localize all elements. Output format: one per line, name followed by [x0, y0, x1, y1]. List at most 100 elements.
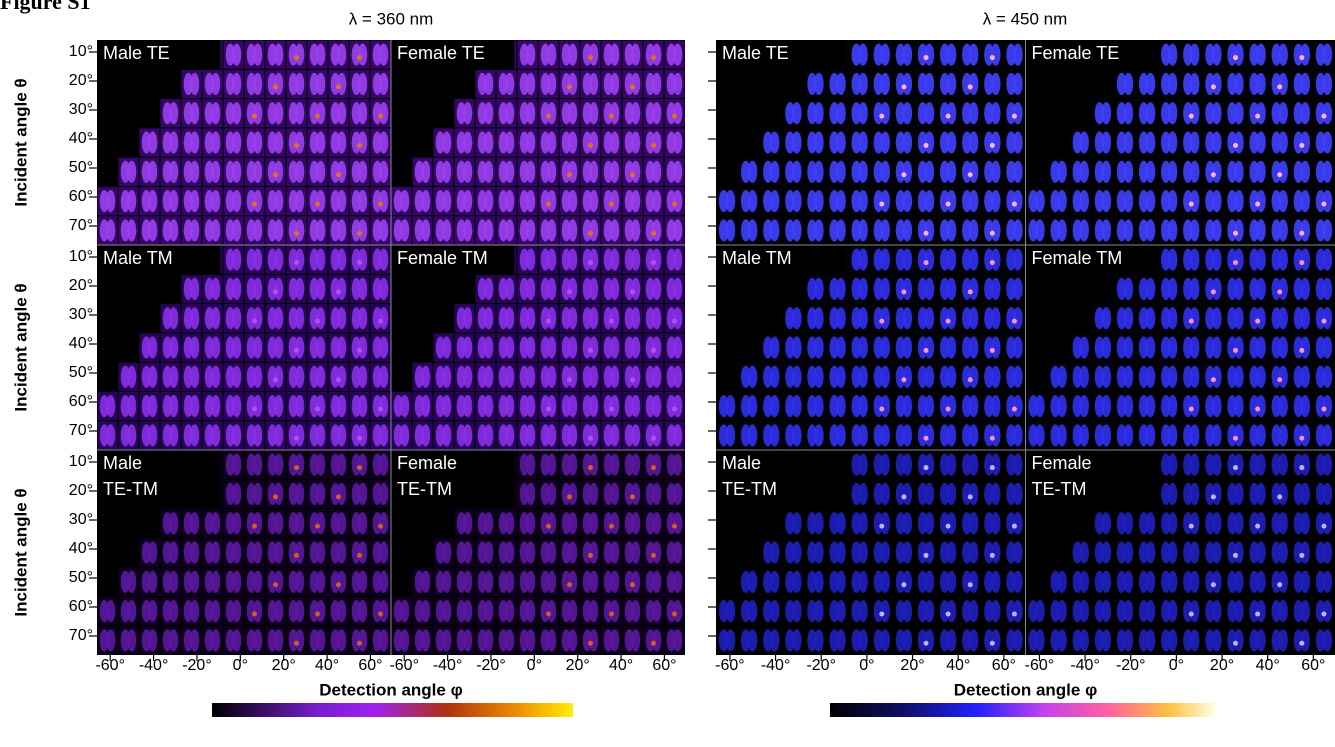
- butterfly-wing: [792, 512, 802, 534]
- butterfly-wing: [880, 395, 890, 417]
- butterfly-wing: [631, 454, 640, 476]
- butterfly-wing: [484, 307, 493, 329]
- butterfly-wing: [400, 395, 409, 417]
- highlight: [924, 55, 929, 60]
- highlight: [1211, 84, 1216, 89]
- butterfly-wing: [652, 336, 661, 358]
- butterfly-wing: [379, 454, 388, 476]
- butterfly-wing: [232, 219, 241, 241]
- butterfly-wing: [1234, 512, 1244, 534]
- highlight: [946, 612, 951, 617]
- butterfly-wing: [547, 307, 556, 329]
- butterfly-wing: [902, 512, 912, 534]
- butterfly-wing: [880, 483, 890, 505]
- butterfly-wing: [274, 600, 283, 622]
- butterfly-wing: [442, 395, 451, 417]
- butterfly-wing: [1322, 161, 1332, 183]
- butterfly-wing: [190, 571, 199, 593]
- butterfly-wing: [969, 600, 979, 622]
- butterfly-wing: [484, 161, 493, 183]
- butterfly-wing: [274, 629, 283, 651]
- butterfly-wing: [568, 219, 577, 241]
- butterfly-wing: [631, 571, 640, 593]
- butterfly-wing: [969, 629, 979, 651]
- butterfly-wing: [526, 102, 535, 124]
- highlight: [1277, 289, 1282, 294]
- butterfly-wing: [505, 102, 514, 124]
- butterfly-wing: [792, 336, 802, 358]
- butterfly-wing: [1168, 219, 1178, 241]
- highlight: [588, 348, 593, 353]
- butterfly-wing: [337, 366, 346, 388]
- highlight: [294, 143, 299, 148]
- panel-label: Female: [397, 453, 457, 473]
- butterfly-wing: [902, 44, 912, 66]
- butterfly-wing: [673, 278, 682, 300]
- butterfly-wing: [253, 483, 262, 505]
- butterfly-wing: [589, 249, 598, 271]
- butterfly-wing: [400, 219, 409, 241]
- butterfly-wing: [858, 541, 868, 563]
- highlight: [609, 524, 614, 529]
- butterfly-wing: [484, 278, 493, 300]
- butterfly-wing: [1300, 629, 1310, 651]
- panel-label: Male TM: [722, 248, 792, 268]
- butterfly-wing: [1013, 249, 1023, 271]
- highlight: [1255, 524, 1260, 529]
- butterfly-wing: [673, 424, 682, 446]
- butterfly-wing: [880, 336, 890, 358]
- butterfly-wing: [1168, 307, 1178, 329]
- highlight: [879, 407, 884, 412]
- butterfly-wing: [337, 454, 346, 476]
- butterfly-wing: [947, 161, 957, 183]
- butterfly-wing: [1079, 541, 1089, 563]
- butterfly-wing: [770, 424, 780, 446]
- butterfly-wing: [190, 307, 199, 329]
- butterfly-wing: [505, 73, 514, 95]
- highlight: [879, 319, 884, 324]
- butterfly-wing: [880, 73, 890, 95]
- butterfly-wing: [253, 395, 262, 417]
- panel-label: Male: [103, 453, 142, 473]
- butterfly-wing: [274, 102, 283, 124]
- butterfly-wing: [295, 102, 304, 124]
- butterfly-wing: [253, 190, 262, 212]
- highlight: [924, 231, 929, 236]
- butterfly-wing: [748, 366, 758, 388]
- butterfly-wing: [547, 600, 556, 622]
- butterfly-wing: [211, 571, 220, 593]
- butterfly-wing: [232, 190, 241, 212]
- butterfly-wing: [610, 307, 619, 329]
- butterfly-wing: [880, 454, 890, 476]
- highlight: [651, 436, 656, 441]
- butterfly-wing: [991, 571, 1001, 593]
- butterfly-wing: [1322, 249, 1332, 271]
- highlight: [273, 377, 278, 382]
- butterfly-wing: [421, 424, 430, 446]
- butterfly-wing: [463, 571, 472, 593]
- butterfly-wing: [1234, 541, 1244, 563]
- butterfly-wing: [610, 131, 619, 153]
- butterfly-wing: [526, 336, 535, 358]
- butterfly-wing: [836, 161, 846, 183]
- butterfly-wing: [1212, 336, 1222, 358]
- highlight: [1321, 612, 1326, 617]
- butterfly-wing: [1256, 454, 1266, 476]
- butterfly-wing: [969, 366, 979, 388]
- butterfly-wing: [379, 366, 388, 388]
- butterfly-wing: [1212, 571, 1222, 593]
- butterfly-wing: [589, 571, 598, 593]
- butterfly-wing: [484, 600, 493, 622]
- x-tick-label: -60°: [715, 657, 745, 674]
- butterfly-wing: [991, 483, 1001, 505]
- butterfly-wing: [814, 541, 824, 563]
- butterfly-wing: [526, 219, 535, 241]
- highlight: [651, 55, 656, 60]
- butterfly-wing: [1300, 219, 1310, 241]
- highlight: [378, 202, 383, 207]
- butterfly-wing: [902, 131, 912, 153]
- butterfly-wing: [991, 190, 1001, 212]
- butterfly-wing: [337, 249, 346, 271]
- butterfly-wing: [1168, 249, 1178, 271]
- highlight: [1012, 202, 1017, 207]
